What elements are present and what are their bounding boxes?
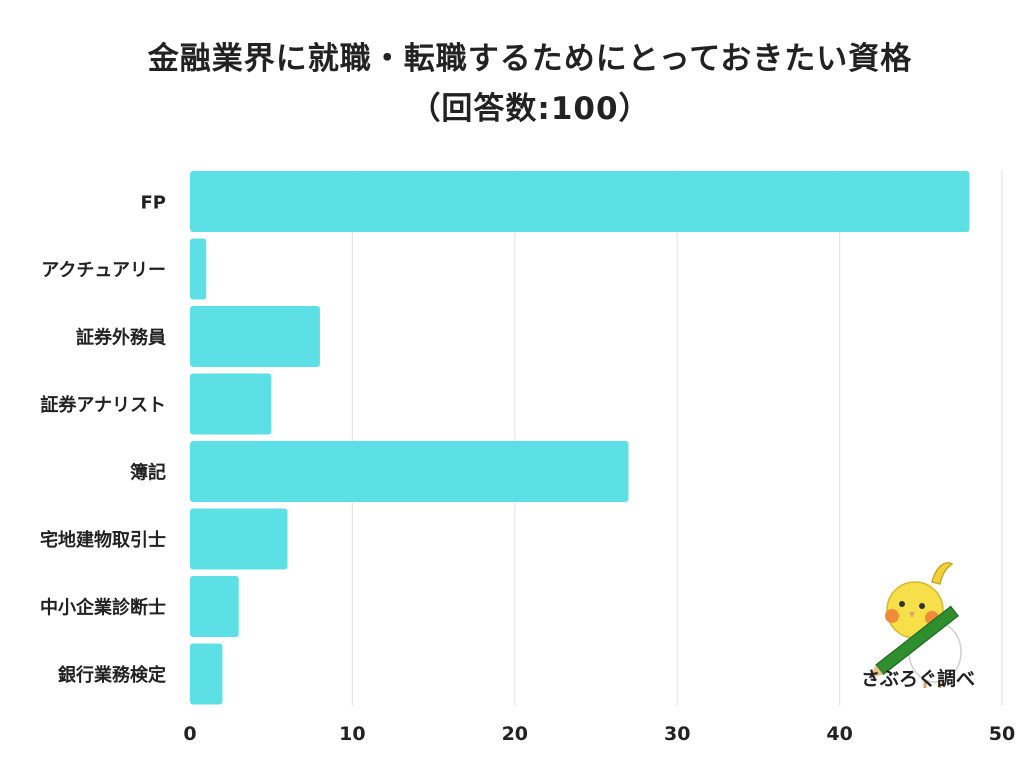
- x-tick-label: 50: [989, 723, 1015, 745]
- chart-title: 金融業界に就職・転職するためにとっておきたい資格 （回答数:100）: [0, 34, 1024, 134]
- category-label: アクチュアリー: [41, 260, 166, 281]
- chart-title-line-2: （回答数:100）: [409, 91, 651, 127]
- category-label: FP: [141, 193, 167, 214]
- x-tick-label: 10: [339, 723, 365, 745]
- x-tick-label: 0: [183, 723, 196, 745]
- bar-4: [190, 441, 629, 502]
- x-axis-tick-labels: 0 10 20 30 40 50: [183, 723, 1015, 745]
- grid-lines: [351, 170, 1003, 706]
- category-label: 銀行業務検定: [58, 664, 166, 686]
- bar-6: [190, 576, 239, 637]
- category-label: 簿記: [130, 462, 166, 484]
- bars: [190, 171, 970, 705]
- category-labels: FP アクチュアリー証券外務員証券アナリスト簿記宅地建物取引士中小企業診断士銀行業…: [40, 193, 166, 687]
- bar-0: [190, 171, 970, 232]
- x-tick-label: 20: [502, 723, 528, 745]
- category-label: 証券アナリスト: [40, 394, 166, 416]
- cockatiel-with-pencil-icon: [868, 562, 962, 688]
- category-label: 宅地建物取引士: [40, 529, 166, 551]
- bar-3: [190, 373, 272, 435]
- bar-7: [190, 643, 223, 705]
- bar-1: [190, 238, 207, 300]
- chart-title-line-1: 金融業界に就職・転職するためにとっておきたい資格: [147, 41, 913, 77]
- bar-2: [190, 306, 320, 367]
- bar-5: [190, 508, 288, 570]
- category-label: 証券外務員: [76, 327, 166, 349]
- x-tick-label: 30: [664, 723, 690, 745]
- source-credit: さぶろぐ調べ: [860, 668, 975, 690]
- x-tick-label: 40: [826, 723, 852, 745]
- category-label: 中小企業診断士: [40, 597, 166, 619]
